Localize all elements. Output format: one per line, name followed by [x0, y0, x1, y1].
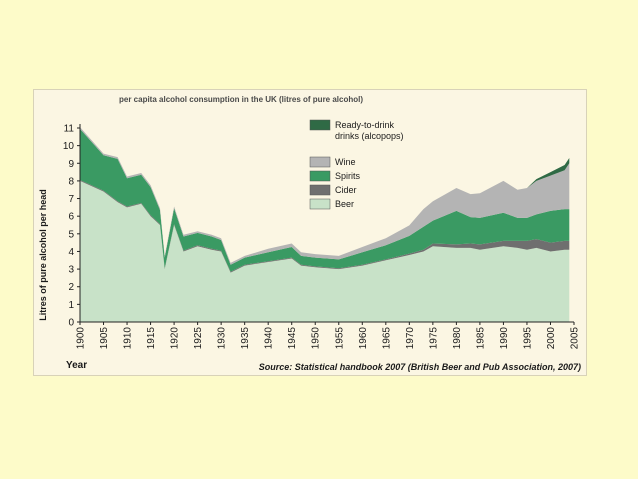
- x-tick-label: 1990: [499, 327, 510, 350]
- y-tick-label: 5: [68, 229, 74, 240]
- y-tick-label: 8: [68, 176, 74, 187]
- chart-title: per capita alcohol consumption in the UK…: [119, 95, 363, 104]
- legend-label: Spirits: [335, 171, 361, 181]
- x-tick-label: 1960: [358, 327, 369, 350]
- x-tick-label: 1950: [311, 327, 322, 350]
- chart-svg: per capita alcohol consumption in the UK…: [38, 95, 581, 372]
- y-tick-label: 9: [68, 159, 74, 170]
- y-tick-label: 10: [63, 141, 75, 152]
- x-tick-label: 2000: [546, 327, 557, 350]
- legend-swatch: [309, 119, 331, 131]
- axes: [77, 124, 575, 325]
- x-tick-labels: 1900 1905 1910 1915 1920 1925 1930 1935 1940 1945…: [76, 327, 581, 350]
- x-tick-label: 1900: [76, 327, 87, 350]
- legend-label: Ready-to-drink: [335, 120, 395, 130]
- x-tick-label: 1910: [123, 327, 134, 350]
- x-tick-label: 2005: [570, 327, 581, 350]
- x-tick-label: 1925: [193, 327, 204, 350]
- y-tick-label: 1: [68, 300, 74, 311]
- source-note: Source: Statistical handbook 2007 (Briti…: [259, 362, 581, 372]
- y-tick-label: 3: [68, 265, 74, 276]
- y-tick-label: 0: [68, 318, 74, 329]
- chart-panel: per capita alcohol consumption in the UK…: [33, 89, 587, 376]
- y-tick-label: 11: [64, 124, 75, 135]
- area-series-2: [80, 128, 570, 272]
- x-tick-label: 1920: [170, 327, 181, 350]
- x-tick-label: 1970: [405, 327, 416, 350]
- x-tick-label: 1905: [99, 327, 110, 350]
- x-tick-label: 1935: [240, 327, 251, 350]
- y-axis-label: Litres of pure alcohol per head: [38, 189, 48, 321]
- legend-swatch: [309, 198, 331, 210]
- x-tick-label: 1945: [287, 327, 298, 350]
- legend-label: drinks (alcopops): [335, 131, 404, 141]
- area-series-3: [80, 127, 570, 265]
- y-tick-label: 2: [68, 282, 74, 293]
- y-tick-labels: 0 1 2 3 4 5 6 7 8 9 10 11: [63, 124, 75, 329]
- x-tick-label: 1980: [452, 327, 463, 350]
- y-tick-label: 4: [68, 247, 74, 258]
- legend-label: Cider: [335, 185, 357, 195]
- legend-label: Wine: [335, 157, 356, 167]
- x-tick-label: 1995: [522, 327, 533, 350]
- y-tick-label: 6: [68, 212, 74, 223]
- y-tick-label: 7: [68, 194, 74, 205]
- area-series-group: [80, 127, 570, 322]
- x-tick-label: 1965: [381, 327, 392, 350]
- x-tick-label: 1985: [475, 327, 486, 350]
- legend-swatch: [309, 184, 331, 196]
- x-tick-label: 1940: [264, 327, 275, 350]
- legend-swatch: [309, 170, 331, 182]
- area-series-0: [80, 180, 570, 322]
- x-tick-label: 1930: [217, 327, 228, 350]
- x-tick-label: 1915: [146, 327, 157, 350]
- legend-label: Beer: [335, 199, 354, 209]
- x-tick-label: 1975: [428, 327, 439, 350]
- legend-swatch: [309, 156, 331, 168]
- x-tick-label: 1955: [334, 327, 345, 350]
- x-axis-label: Year: [66, 360, 87, 371]
